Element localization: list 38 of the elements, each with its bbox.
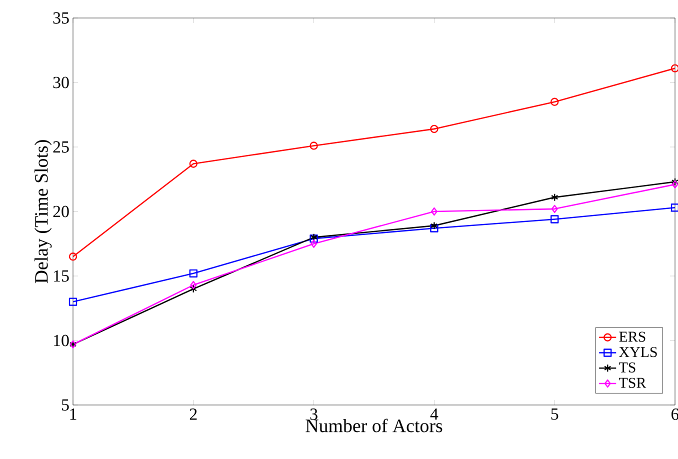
point (550, 98, 559, 106)
point (430, 124, 438, 134)
y-tick-label: 15 (54, 270, 69, 282)
legend-label: ERS (619, 332, 646, 342)
point (68, 252, 78, 261)
y-tick-label: 20 (53, 206, 69, 218)
point (310, 240, 318, 248)
y-tick-label: 25 (53, 141, 69, 153)
x-tick-label: 3 (310, 408, 318, 420)
point (189, 160, 198, 168)
point (430, 224, 438, 232)
y-tick-label: 5 (62, 399, 69, 411)
point (430, 207, 438, 216)
point (550, 215, 559, 224)
x-tick-label: 1 (70, 408, 76, 420)
y-tick-label: 10 (54, 334, 69, 346)
point (551, 204, 558, 214)
point (190, 280, 197, 290)
x-tick-label: 5 (551, 408, 558, 420)
x-tick-label: 2 (190, 408, 197, 420)
point (670, 204, 678, 212)
point (550, 193, 558, 202)
point (671, 178, 678, 186)
point (310, 142, 318, 150)
point (190, 284, 198, 293)
x-tick-label: 4 (430, 408, 438, 420)
legend-label: TS (619, 362, 636, 372)
point (68, 298, 78, 306)
y-axis-title: Delay (Time Slots) (34, 140, 52, 284)
point (430, 222, 438, 230)
legend-label: TSR (619, 378, 646, 388)
point (189, 269, 198, 278)
point (672, 180, 678, 188)
x-axis-title: Number of Actors (306, 418, 442, 432)
point (670, 64, 678, 72)
legend-label: XYLS (619, 347, 657, 358)
y-tick-label: 35 (53, 12, 69, 24)
y-tick-label: 30 (53, 76, 69, 88)
